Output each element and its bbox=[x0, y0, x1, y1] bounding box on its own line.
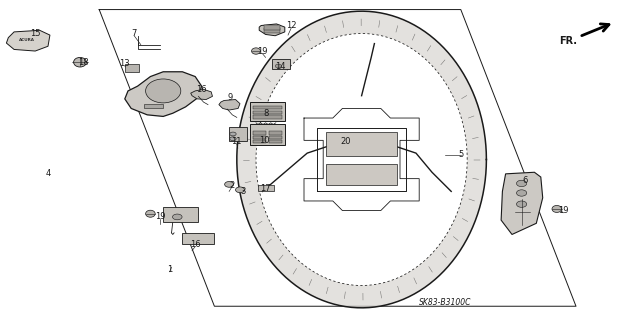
Text: 6: 6 bbox=[522, 176, 527, 185]
Bar bbox=[253, 140, 266, 143]
Text: 14: 14 bbox=[275, 63, 285, 71]
Text: 16: 16 bbox=[190, 240, 200, 249]
FancyBboxPatch shape bbox=[250, 124, 285, 145]
Text: 10: 10 bbox=[259, 137, 269, 145]
Polygon shape bbox=[125, 72, 202, 116]
Ellipse shape bbox=[516, 180, 527, 187]
Polygon shape bbox=[219, 100, 240, 110]
FancyBboxPatch shape bbox=[272, 59, 290, 69]
Text: 1: 1 bbox=[167, 265, 172, 274]
Ellipse shape bbox=[516, 190, 527, 196]
Polygon shape bbox=[191, 89, 212, 100]
Bar bbox=[253, 115, 282, 119]
FancyBboxPatch shape bbox=[163, 207, 198, 222]
Text: 5: 5 bbox=[458, 150, 463, 159]
Text: 2: 2 bbox=[229, 181, 234, 189]
Text: 16: 16 bbox=[196, 85, 207, 94]
Bar bbox=[326, 132, 397, 156]
Polygon shape bbox=[259, 24, 285, 36]
Text: 18: 18 bbox=[78, 58, 88, 67]
Text: 8: 8 bbox=[263, 109, 268, 118]
Bar bbox=[258, 185, 274, 191]
Text: 7: 7 bbox=[132, 29, 137, 38]
Text: 3: 3 bbox=[241, 187, 246, 196]
Ellipse shape bbox=[552, 205, 562, 212]
Text: ACURA: ACURA bbox=[19, 38, 35, 42]
Bar bbox=[253, 136, 266, 139]
Ellipse shape bbox=[275, 64, 282, 68]
Bar bbox=[125, 64, 139, 72]
Bar bbox=[253, 111, 282, 114]
Ellipse shape bbox=[236, 187, 244, 193]
Bar bbox=[182, 233, 214, 244]
Text: 9: 9 bbox=[228, 93, 233, 102]
Bar bbox=[264, 28, 280, 33]
Ellipse shape bbox=[230, 137, 236, 141]
Text: FR.: FR. bbox=[559, 36, 577, 46]
Text: 19: 19 bbox=[558, 206, 568, 215]
Polygon shape bbox=[501, 172, 543, 234]
Text: 19: 19 bbox=[155, 212, 165, 221]
Bar bbox=[144, 104, 163, 108]
Text: 17: 17 bbox=[260, 184, 271, 193]
Ellipse shape bbox=[225, 182, 234, 187]
Ellipse shape bbox=[145, 210, 155, 217]
Bar bbox=[326, 164, 397, 185]
Bar bbox=[269, 136, 282, 139]
Text: 12: 12 bbox=[286, 21, 296, 30]
Text: 13: 13 bbox=[120, 59, 130, 68]
Bar bbox=[269, 140, 282, 143]
Ellipse shape bbox=[230, 132, 236, 136]
Ellipse shape bbox=[146, 79, 180, 103]
Text: 4: 4 bbox=[45, 169, 51, 178]
Bar bbox=[264, 25, 280, 30]
Text: 11: 11 bbox=[232, 137, 242, 146]
FancyBboxPatch shape bbox=[229, 127, 247, 141]
Bar bbox=[253, 106, 282, 109]
Bar bbox=[253, 131, 266, 135]
Ellipse shape bbox=[516, 201, 527, 207]
Ellipse shape bbox=[252, 48, 260, 54]
Ellipse shape bbox=[173, 214, 182, 220]
Polygon shape bbox=[6, 30, 50, 51]
PathPatch shape bbox=[237, 11, 486, 308]
Bar bbox=[269, 131, 282, 135]
Text: SK83-B3100C: SK83-B3100C bbox=[419, 298, 471, 307]
Text: 15: 15 bbox=[30, 29, 40, 38]
Text: 20: 20 bbox=[340, 137, 351, 146]
Text: 19: 19 bbox=[257, 47, 268, 56]
Ellipse shape bbox=[74, 57, 86, 67]
FancyBboxPatch shape bbox=[250, 102, 285, 121]
